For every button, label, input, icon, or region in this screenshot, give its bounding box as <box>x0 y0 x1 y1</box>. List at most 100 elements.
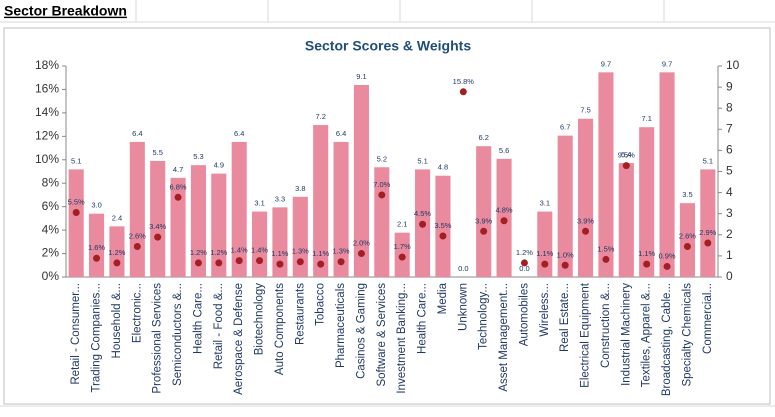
point <box>296 258 304 266</box>
point-label: 1.7% <box>394 242 411 251</box>
y2-tick-label: 0 <box>726 269 733 283</box>
y2-tick-label: 1 <box>726 248 733 262</box>
x-tick-label: Semiconductors &... <box>172 283 184 386</box>
bar-label: 6.7 <box>560 123 570 132</box>
x-tick-label: Real Estate... <box>559 283 571 352</box>
x-tick-label: Retail - Food &... <box>213 283 225 369</box>
point-label: 1.2% <box>516 248 533 257</box>
point-label: 1.2% <box>190 248 207 257</box>
bar-label: 5.1 <box>417 156 427 165</box>
bar <box>639 127 655 277</box>
y-tick-label: 2% <box>42 246 60 260</box>
x-tick-label: Trading Companies... <box>91 283 103 393</box>
x-tick-label: Industrial Machinery <box>620 283 632 386</box>
bar <box>679 203 695 277</box>
point <box>439 232 447 240</box>
bar <box>313 125 329 277</box>
point <box>704 239 712 247</box>
y-tick-label: 12% <box>35 129 59 143</box>
x-tick-label: Pharmaceuticals <box>335 283 347 368</box>
point <box>459 88 467 96</box>
x-tick-label: Broadcasting, Cable... <box>661 283 673 396</box>
point-label: 1.2% <box>108 248 125 257</box>
bar-label: 9.1 <box>356 72 366 81</box>
bar-label: 4.8 <box>438 163 448 172</box>
point <box>276 260 284 268</box>
x-tick-label: Auto Components <box>274 283 286 375</box>
point <box>541 260 549 268</box>
bar-label: 5.5 <box>152 148 162 157</box>
x-tick-label: Electrical Equipment <box>580 282 592 388</box>
x-tick-label: Biotechnology <box>254 283 266 355</box>
x-tick-label: Household &... <box>111 283 123 358</box>
bar-label: 0.0 <box>458 264 468 273</box>
point-label: 2.6% <box>129 232 146 241</box>
point <box>643 260 651 268</box>
bar-label: 5.3 <box>193 152 203 161</box>
y2-tick-label: 5 <box>726 164 733 178</box>
point-label: 1.1% <box>536 249 553 258</box>
x-tick-label: Technology... <box>478 283 490 350</box>
bar-label: 2.1 <box>397 220 407 229</box>
y-tick-label: 0% <box>42 269 60 283</box>
x-tick-label: Asset Management... <box>498 283 510 392</box>
point-label: 0.9% <box>659 251 676 260</box>
y-tick-label: 6% <box>42 199 60 213</box>
y2-tick-label: 7 <box>726 121 733 135</box>
x-tick-label: Restaurants <box>294 283 306 345</box>
point-label: 3.9% <box>475 216 492 225</box>
point <box>113 259 121 267</box>
bar-label: 6.4 <box>234 129 244 138</box>
y-tick-label: 8% <box>42 175 60 189</box>
point <box>337 258 345 266</box>
x-tick-label: Retail - Consumer... <box>70 283 82 385</box>
sheet-grid <box>0 0 775 407</box>
bar <box>353 84 369 278</box>
point-label: 2.9% <box>699 228 716 237</box>
point-label: 1.5% <box>597 244 614 253</box>
x-tick-label: Investment Banking... <box>396 283 408 394</box>
bar <box>333 141 349 277</box>
x-tick-label: Tobacco <box>315 283 327 326</box>
bar <box>190 165 206 277</box>
point <box>663 262 671 270</box>
chart-title: Sector Scores & Weights <box>305 38 471 54</box>
x-tick-label: Unknown <box>457 283 469 331</box>
bar <box>272 207 288 277</box>
bar <box>292 196 308 277</box>
point <box>520 259 528 267</box>
bar <box>170 177 186 277</box>
point-label: 1.4% <box>231 246 248 255</box>
x-tick-label: Casinos & Gaming <box>355 283 367 379</box>
y2-tick-label: 4 <box>726 185 733 199</box>
x-tick-label: Software & Services <box>376 283 388 387</box>
point-label: 9.5% <box>618 151 635 160</box>
point-label: 1.3% <box>292 247 309 256</box>
bar-label: 3.1 <box>540 199 550 208</box>
point-label: 3.5% <box>434 221 451 230</box>
bar-label: 6.4 <box>336 129 346 138</box>
point <box>419 220 427 228</box>
point <box>235 257 243 265</box>
point <box>154 233 162 241</box>
bar-label: 7.1 <box>641 114 651 123</box>
x-tick-label: Media <box>437 282 449 314</box>
y-tick-label: 16% <box>35 82 59 96</box>
point <box>256 257 264 265</box>
point-label: 2.6% <box>679 232 696 241</box>
bar-label: 3.3 <box>275 194 285 203</box>
bar <box>659 72 675 277</box>
bar-label: 6.4 <box>132 129 142 138</box>
bar-label: 7.2 <box>315 112 325 121</box>
bar-label: 5.1 <box>703 156 713 165</box>
y2-tick-label: 6 <box>726 143 733 157</box>
bar-label: 4.7 <box>173 165 183 174</box>
y-tick-label: 18% <box>35 58 59 72</box>
point-label: 1.1% <box>312 249 329 258</box>
bar <box>435 175 451 277</box>
point <box>683 243 691 251</box>
x-tick-label: Commercial... <box>702 283 714 354</box>
point-label: 3.4% <box>149 222 166 231</box>
